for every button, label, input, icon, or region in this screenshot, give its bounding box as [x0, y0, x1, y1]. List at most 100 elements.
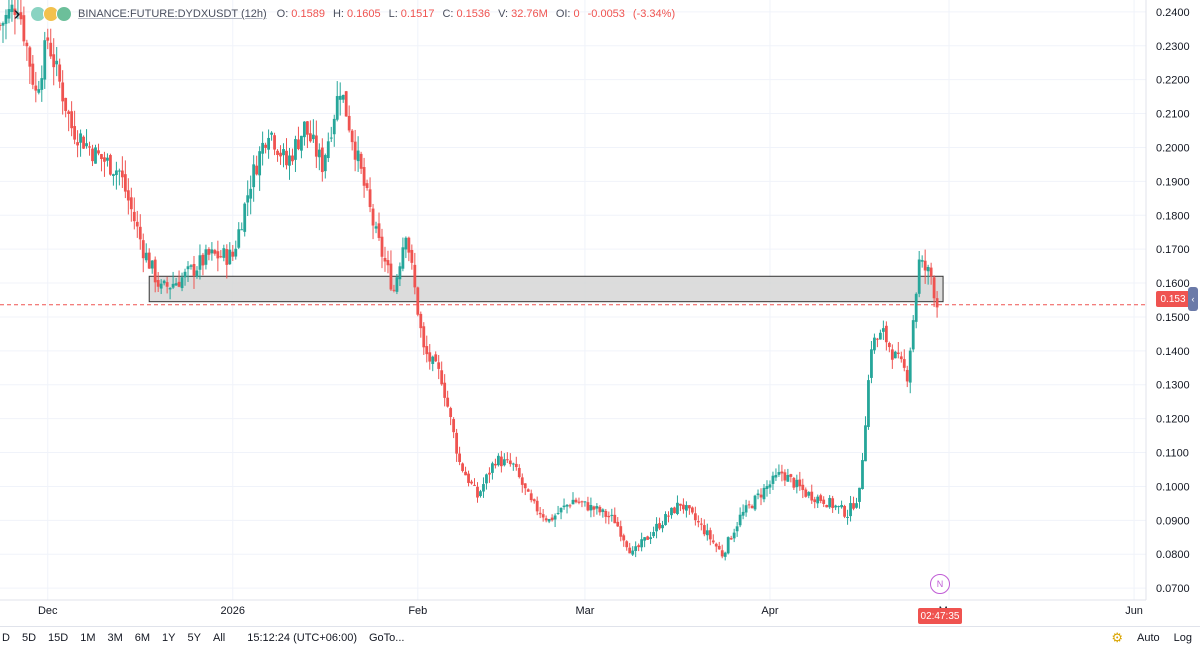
range-button-d[interactable]: D: [2, 631, 10, 644]
candle-body: [920, 260, 924, 262]
y-tick-label: 0.1000: [1156, 481, 1190, 493]
candle-body: [398, 266, 402, 280]
candle-body: [676, 502, 679, 514]
settings-gear-icon[interactable]: ⚙: [1111, 629, 1123, 645]
volume-value: 32.76M: [511, 8, 548, 20]
candle-body: [294, 139, 297, 160]
candle-body: [359, 153, 363, 169]
candle-body: [455, 432, 459, 454]
candle-body: [120, 170, 124, 178]
goto-button[interactable]: GoTo...: [368, 631, 405, 644]
candle-body: [109, 155, 112, 175]
range-button-3m[interactable]: 3M: [107, 631, 123, 644]
time-axis[interactable]: Dec2026FebMarAprMayJun: [38, 605, 1143, 617]
candle-body: [437, 362, 441, 369]
candle-body: [840, 504, 843, 508]
candle-body: [479, 491, 482, 497]
candle-body: [344, 91, 348, 117]
candle-body: [682, 504, 685, 510]
candle-body: [643, 537, 647, 541]
open-interest-value: 0: [573, 8, 580, 20]
candle-body: [494, 463, 497, 466]
candle-body: [628, 547, 632, 554]
candle-body: [595, 506, 599, 509]
candle-body: [580, 501, 584, 503]
range-button-6m[interactable]: 6M: [134, 631, 151, 644]
candle-body: [186, 266, 190, 270]
candle-body: [858, 487, 861, 502]
last-price-badge: 0.153: [1156, 291, 1190, 307]
candle-body: [374, 226, 378, 229]
candle-body: [43, 40, 47, 80]
y-tick-label: 0.2000: [1156, 142, 1190, 154]
candle-body: [320, 147, 324, 173]
candle-body: [529, 493, 533, 501]
candle-body: [297, 139, 300, 150]
candle-body: [189, 265, 193, 267]
candle-body: [571, 499, 575, 505]
candle-body: [508, 460, 512, 465]
candle-body: [10, 4, 14, 13]
candle-body: [82, 136, 85, 149]
log-scale-toggle[interactable]: Log: [1173, 631, 1192, 644]
chevron-right-icon[interactable]: ›: [13, 2, 21, 25]
candle-body: [523, 483, 527, 489]
candle-body: [864, 425, 867, 462]
candle-body: [282, 149, 285, 156]
candle-body: [505, 459, 509, 461]
high-label: H:: [332, 8, 344, 20]
candle-body: [132, 211, 136, 222]
candle-body: [326, 141, 330, 159]
range-button-5d[interactable]: 5D: [21, 631, 37, 644]
candle-body: [28, 47, 32, 67]
price-chart[interactable]: 0.2400 0.2300 0.2200 0.2100 0.2000 0.1900 0.18…: [0, 0, 1200, 626]
candle-body: [231, 251, 235, 257]
candle-body: [496, 455, 500, 466]
candle-body: [7, 9, 11, 19]
candle-body: [0, 24, 2, 26]
range-button-all[interactable]: All: [212, 631, 226, 644]
candle-body: [831, 498, 835, 508]
range-button-15d[interactable]: 15D: [48, 631, 69, 644]
candle-body: [407, 237, 411, 253]
candle-body: [37, 89, 41, 93]
candle-body: [917, 259, 921, 294]
candle-body: [213, 250, 217, 254]
chevron-left-icon[interactable]: ‹: [1188, 287, 1198, 311]
candle-body: [741, 511, 745, 516]
candle-body: [625, 541, 629, 548]
range-button-1y[interactable]: 1Y: [162, 631, 176, 644]
auto-scale-toggle[interactable]: Auto: [1137, 631, 1160, 644]
candle-body: [485, 474, 488, 484]
candle-body: [338, 95, 342, 100]
candle-body: [210, 249, 214, 254]
candle-body: [1, 23, 5, 26]
candle-body: [640, 539, 644, 548]
candle-body: [100, 154, 103, 159]
clock-time[interactable]: 15:12:24 (UTC+06:00): [247, 631, 357, 644]
candle-body: [559, 507, 563, 513]
candle-body: [243, 203, 247, 232]
support-resistance-zone[interactable]: [148, 275, 944, 303]
range-button-5y[interactable]: 5Y: [187, 631, 201, 644]
news-event-badge[interactable]: N: [930, 574, 950, 594]
candle-body: [401, 247, 405, 269]
candle-body: [177, 281, 181, 287]
range-button-1m[interactable]: 1M: [80, 631, 96, 644]
y-tick-label: 0.1900: [1156, 176, 1190, 188]
low-label: L:: [388, 8, 398, 20]
y-tick-label: 0.1200: [1156, 414, 1190, 426]
candle-body: [159, 283, 163, 289]
candle-body: [556, 512, 560, 514]
candle-body: [195, 270, 199, 277]
candle-body: [726, 537, 730, 554]
symbol-name[interactable]: BINANCE:FUTURE:DYDXUSDT (12h): [78, 8, 267, 20]
candle-body: [404, 237, 408, 250]
candle-body: [279, 152, 282, 157]
candle-body: [819, 495, 823, 501]
candle-body: [165, 282, 169, 287]
candle-body: [61, 82, 65, 102]
candle-body: [114, 170, 118, 176]
price-axis[interactable]: 0.2400 0.2300 0.2200 0.2100 0.2000 0.1900 0.18…: [1156, 7, 1190, 595]
candle-body: [514, 463, 518, 468]
